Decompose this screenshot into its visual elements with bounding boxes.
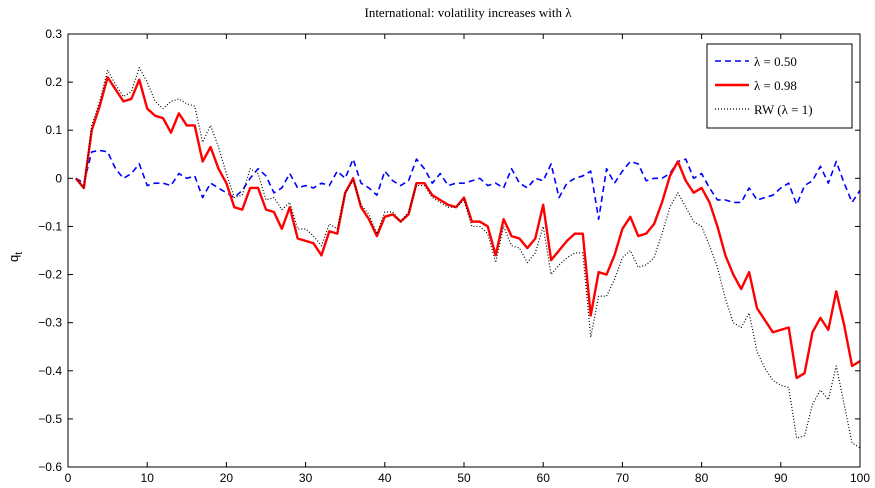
plot-area <box>74 67 861 449</box>
legend: λ = 0.50 λ = 0.98 RW (λ = 1) <box>706 43 853 129</box>
y-tick-label: −0.5 <box>38 412 62 426</box>
y-tick-label: −0.3 <box>38 316 62 330</box>
legend-label-2: λ = 0.98 <box>754 78 797 93</box>
y-tick-label: 0.1 <box>45 123 62 137</box>
chart-title: International: volatility increases with… <box>364 5 572 20</box>
y-axis-label: qt <box>6 252 25 262</box>
x-tick-label: 90 <box>774 471 788 485</box>
legend-label-3: RW (λ = 1) <box>754 102 813 117</box>
tick-labels: 0 10 20 30 40 50 60 70 80 90 100 −0.6 −0.5 −0.4 −0.3 −0… <box>38 27 870 485</box>
x-tick-label: 0 <box>65 471 72 485</box>
y-tick-label: 0.3 <box>45 27 62 41</box>
x-tick-label: 80 <box>695 471 709 485</box>
x-tick-label: 50 <box>457 471 471 485</box>
series-line-1 <box>75 149 861 221</box>
x-tick-label: 60 <box>537 471 551 485</box>
y-tick-label: −0.2 <box>38 268 62 282</box>
series-line-2 <box>74 76 861 380</box>
y-tick-label: 0.2 <box>45 75 62 89</box>
y-tick-label: 0 <box>55 171 62 185</box>
x-tick-label: 70 <box>616 471 630 485</box>
axes <box>67 33 861 468</box>
y-tick-label: −0.1 <box>38 219 62 233</box>
x-tick-label: 40 <box>378 471 392 485</box>
y-tick-label: −0.4 <box>38 364 62 378</box>
x-tick-label: 10 <box>141 471 155 485</box>
x-tick-label: 20 <box>220 471 234 485</box>
x-tick-label: 30 <box>299 471 313 485</box>
x-tick-label: 100 <box>850 471 870 485</box>
y-tick-label: −0.6 <box>38 460 62 474</box>
legend-label-1: λ = 0.50 <box>754 54 797 69</box>
